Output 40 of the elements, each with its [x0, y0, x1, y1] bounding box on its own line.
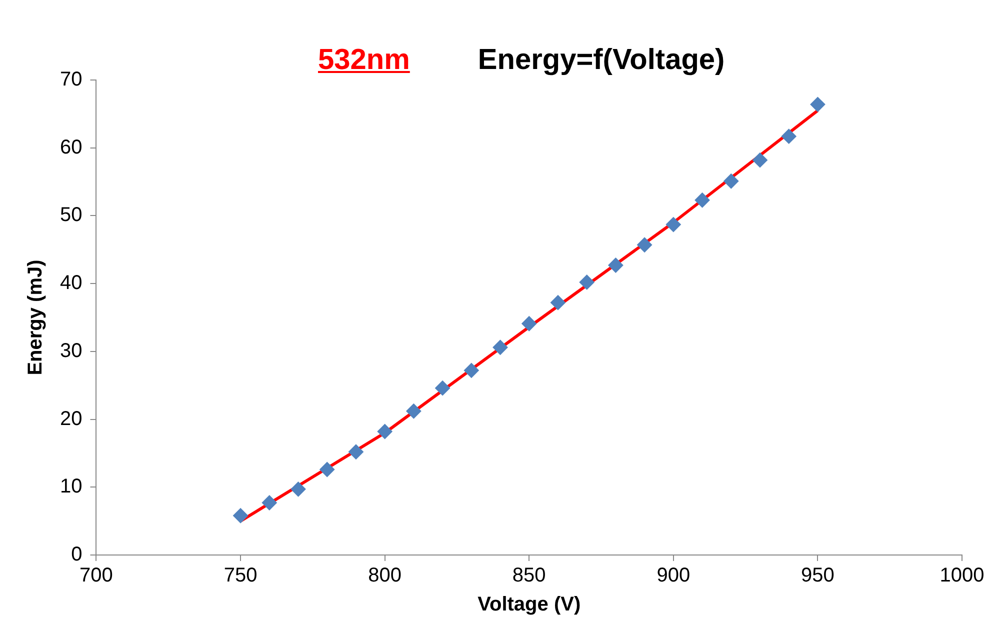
point: [492, 340, 508, 355]
x-tick-label: 700: [80, 564, 113, 587]
x-tick-label: 950: [801, 564, 834, 587]
point: [608, 258, 624, 273]
point: [752, 152, 768, 168]
point: [810, 96, 826, 112]
point: [464, 362, 479, 378]
x-axis-title: Voltage (V): [478, 594, 581, 616]
point: [637, 237, 652, 252]
y-tick-label: 30: [60, 340, 82, 362]
y-axis-title: Energy (mJ): [24, 260, 47, 376]
point: [550, 295, 566, 310]
point: [435, 380, 450, 396]
text: 532nm: [318, 44, 410, 77]
chart-title: Energy=f(Voltage): [478, 44, 725, 77]
point: [377, 424, 392, 439]
y-tick-label: 40: [60, 272, 82, 294]
point: [262, 495, 277, 510]
point: [406, 404, 422, 419]
x-tick-label: 900: [656, 564, 690, 587]
y-tick-label: 60: [60, 136, 82, 158]
point: [348, 444, 364, 460]
y-tick-label: 20: [60, 408, 82, 430]
point: [522, 316, 537, 332]
point: [781, 128, 796, 144]
x-tick-label: 850: [512, 564, 546, 587]
x-tick-label: 1000: [940, 564, 984, 587]
y-tick-label: 0: [71, 544, 82, 566]
point: [579, 274, 594, 290]
point: [724, 174, 739, 189]
point: [666, 217, 681, 232]
point: [290, 482, 306, 497]
x-tick-label: 750: [224, 564, 258, 587]
point: [694, 192, 710, 208]
y-tick-label: 70: [60, 68, 82, 91]
x-tick-label: 800: [368, 564, 402, 587]
point: [320, 462, 335, 477]
point: [233, 508, 248, 524]
y-tick-label: 10: [60, 476, 82, 498]
y-tick-label: 50: [60, 204, 82, 226]
